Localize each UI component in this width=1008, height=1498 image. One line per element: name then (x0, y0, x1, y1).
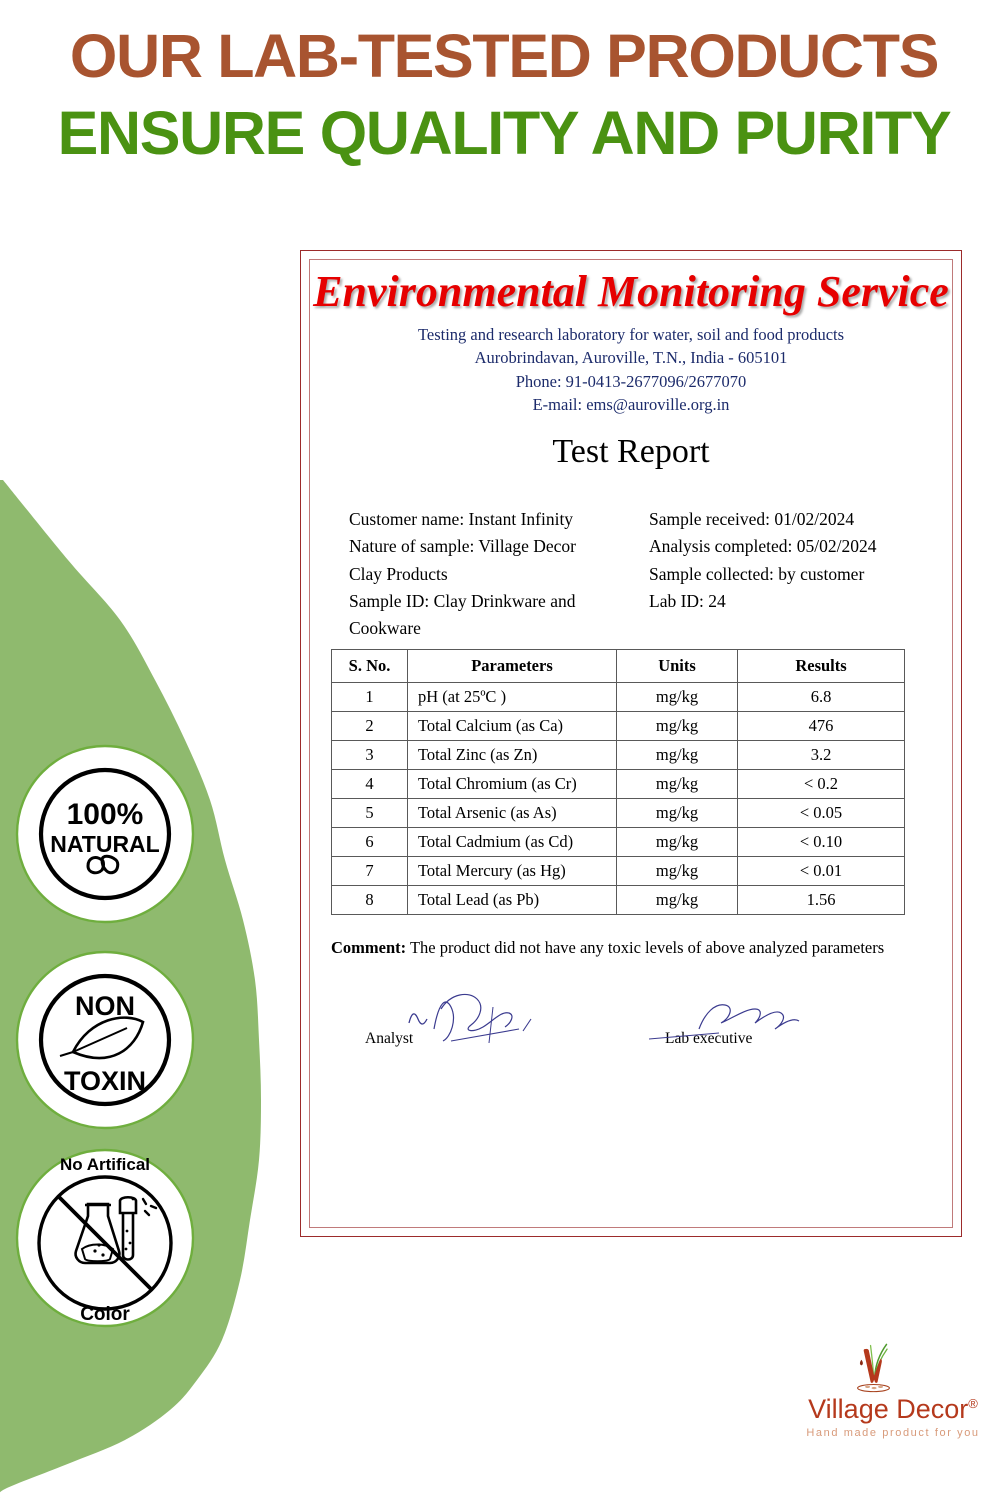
svg-text:No Artifical: No Artifical (60, 1155, 150, 1174)
svg-text:TOXIN: TOXIN (64, 1066, 146, 1096)
svg-text:NATURAL: NATURAL (50, 831, 159, 857)
svg-text:100%: 100% (67, 798, 144, 831)
